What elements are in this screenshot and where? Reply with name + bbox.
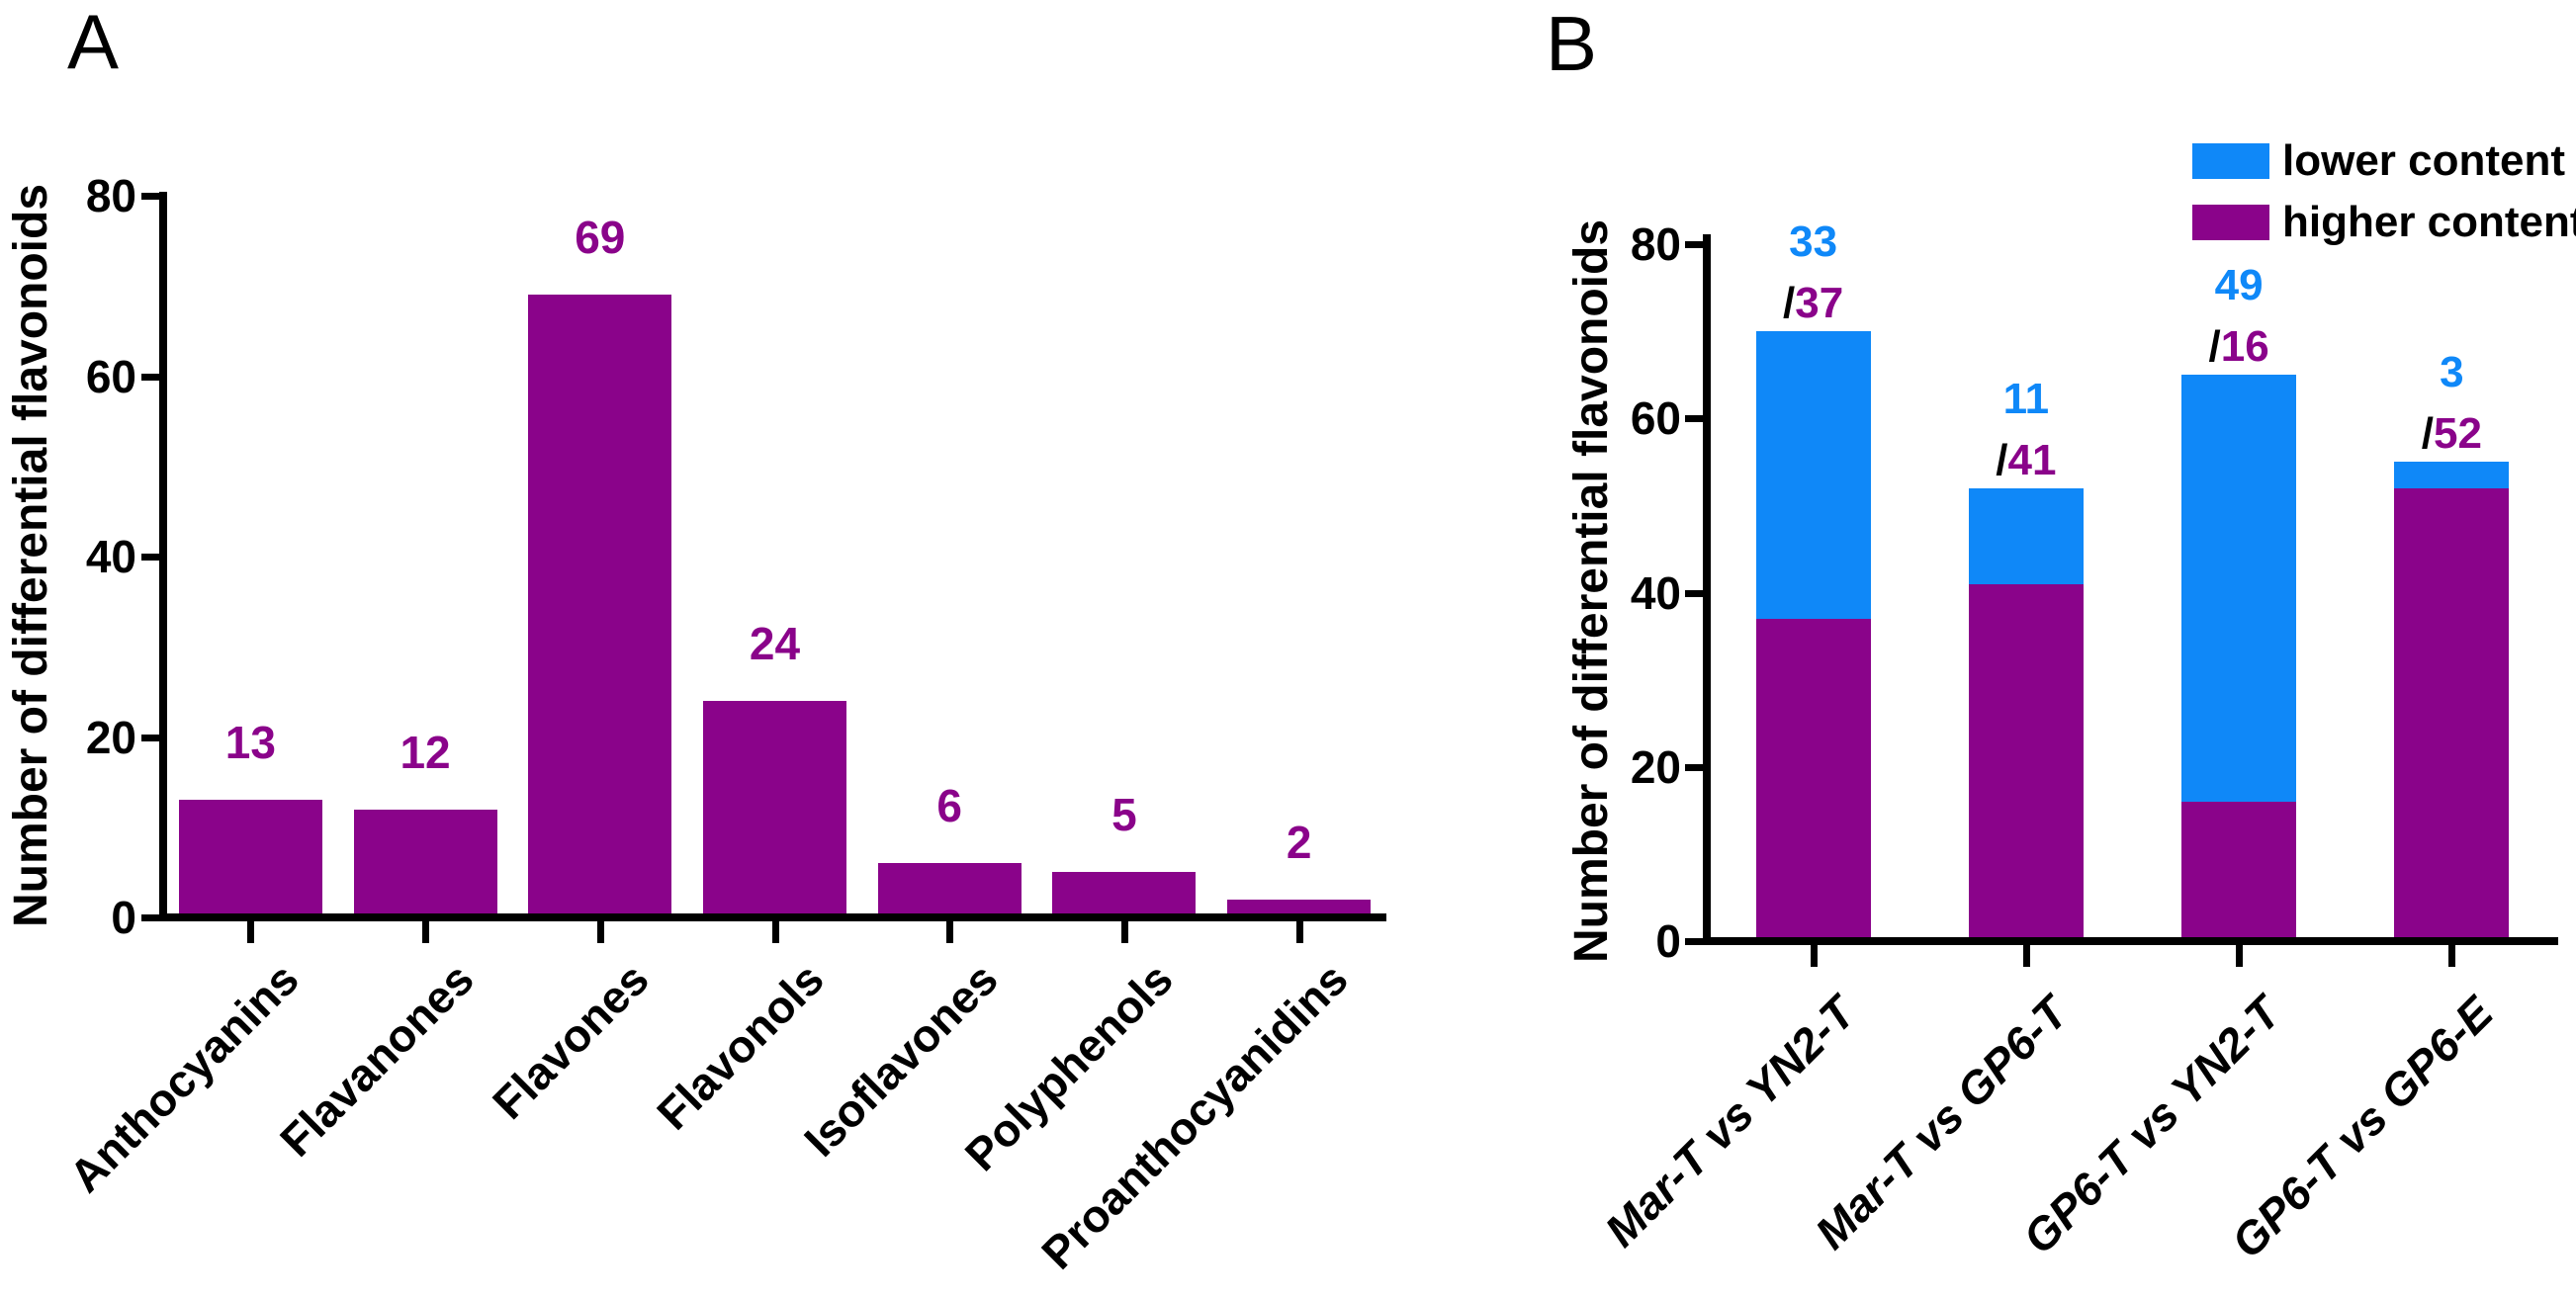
x-tick-mark (596, 921, 604, 943)
legend-swatch-higher-content (2192, 205, 2269, 240)
bar-value-label: 13 (224, 717, 276, 769)
y-tick-mark (1685, 415, 1703, 423)
bar-annotation-lower: 3 (2440, 348, 2464, 397)
annotation-slash: / (1783, 279, 1796, 328)
annotation-higher-value: 16 (2220, 322, 2269, 372)
bar-value-label: 5 (1111, 789, 1137, 841)
legend-label-higher-content: higher content (2282, 198, 2576, 246)
y-tick-label: 80 (1630, 218, 1681, 270)
y-tick-mark (1685, 763, 1703, 771)
x-tick-mark (771, 921, 779, 943)
x-tick-mark (247, 921, 255, 943)
annotation-slash: / (2208, 322, 2221, 372)
y-tick-mark (141, 554, 159, 561)
bar-annotation-higher: /41 (1908, 433, 2145, 488)
bar-value-label: 12 (400, 726, 451, 778)
bar-segment-lower-content (2394, 462, 2510, 488)
y-tick-label: 0 (1655, 915, 1681, 967)
x-axis-line (159, 913, 1386, 921)
annotation-slash: / (1996, 435, 2008, 484)
y-tick-label: 40 (85, 531, 136, 582)
x-tick-mark (1120, 921, 1128, 943)
legend-label-lower-content: lower content (2282, 136, 2566, 185)
bar (178, 800, 322, 917)
annotation-higher-value: 37 (1795, 279, 1844, 328)
x-axis-line (1703, 937, 2558, 945)
y-tick-label: 20 (1630, 740, 1681, 793)
bar-annotation-lower: 11 (2002, 374, 2050, 423)
y-axis-line (159, 192, 167, 921)
bar-annotation-higher: /16 (2120, 319, 2357, 375)
bar-annotation-lower: 49 (2214, 261, 2264, 310)
bar (877, 863, 1022, 917)
y-tick-mark (141, 193, 159, 200)
bar-value-label: 24 (749, 618, 801, 669)
y-tick-mark (141, 373, 159, 381)
x-tick-mark (422, 921, 430, 943)
bar-value-label: 2 (1286, 816, 1312, 868)
y-tick-label: 20 (85, 711, 136, 763)
panel-a-label: A (67, 0, 120, 85)
y-tick-mark (141, 734, 159, 741)
bar-segment-higher-content (2394, 487, 2510, 941)
x-tick-mark (2022, 945, 2030, 967)
y-axis-line (1703, 234, 1711, 945)
x-tick-mark (2236, 945, 2244, 967)
x-tick-mark (1295, 921, 1303, 943)
annotation-higher-value: 41 (2007, 435, 2057, 484)
y-tick-mark (1685, 938, 1703, 945)
annotation-higher-value: 52 (2434, 409, 2482, 459)
bar-annotation-lower: 33 (1789, 217, 1838, 267)
y-tick-mark (141, 914, 159, 921)
bar (353, 809, 497, 917)
y-tick-label: 0 (111, 892, 136, 943)
bar-segment-lower-content (2181, 375, 2297, 802)
y-tick-label: 80 (85, 170, 136, 221)
bar-segment-lower-content (1968, 487, 2084, 584)
y-tick-mark (1685, 241, 1703, 248)
y-tick-label: 60 (85, 350, 136, 402)
bar-value-label: 69 (575, 212, 626, 264)
bar-segment-higher-content (2181, 802, 2297, 941)
bar-value-label: 6 (936, 780, 962, 832)
bar (528, 295, 672, 917)
x-tick-mark (946, 921, 954, 943)
bar (1052, 872, 1197, 917)
x-tick-mark (2448, 945, 2456, 967)
x-tick-mark (1810, 945, 1818, 967)
bar (703, 701, 846, 917)
bar-annotation-higher: /52 (2333, 406, 2570, 462)
annotation-slash: / (2421, 409, 2435, 459)
y-tick-label: 60 (1630, 392, 1681, 445)
bar-segment-lower-content (1755, 331, 1871, 619)
panel-b-y-axis-title: Number of differential flavonoids (1565, 218, 1618, 964)
legend-swatch-lower-content (2192, 143, 2269, 179)
bar-segment-higher-content (1968, 583, 2084, 941)
bar (1227, 899, 1372, 917)
bar-segment-higher-content (1755, 618, 1871, 941)
panel-a-y-axis-title: Number of differential flavonoids (5, 183, 57, 928)
bar-annotation-higher: /37 (1695, 276, 1932, 331)
y-tick-label: 40 (1630, 566, 1681, 619)
panel-b-label: B (1546, 0, 1598, 87)
y-tick-mark (1685, 589, 1703, 597)
